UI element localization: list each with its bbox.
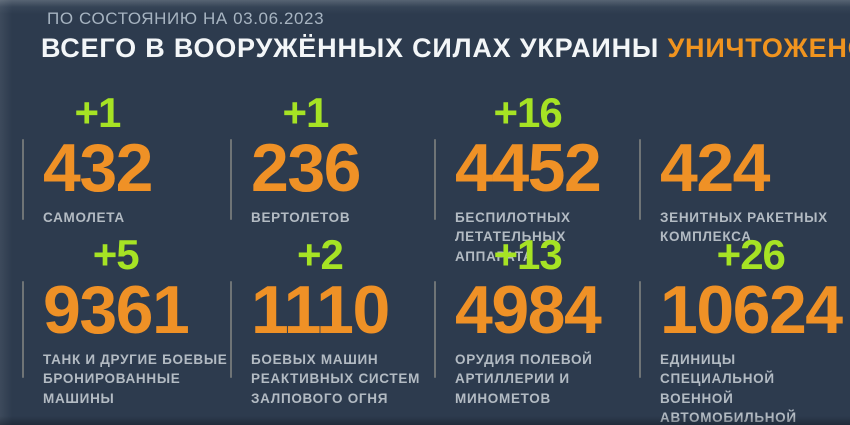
stat-label: БЕСПИЛОТНЫХ ЛЕТАТЕЛЬНЫХ АППАРАТА — [455, 209, 571, 264]
stats-grid: +1 432 САМОЛЕТА +1 236 ВЕРТОЛЕТОВ +16 44… — [22, 89, 850, 425]
divider-line — [22, 139, 24, 220]
stat-delta: +2 — [296, 231, 344, 278]
stat-label: САМОЛЕТА — [43, 209, 125, 225]
stat-card-mlrs: +2 1110 БОЕВЫХ МАШИН РЕАКТИВНЫХ СИСТЕМ З… — [230, 231, 434, 406]
stat-value: 432 — [43, 130, 153, 206]
stat-delta: +1 — [74, 89, 122, 136]
stat-value: 424 — [660, 130, 770, 206]
stat-value: 4452 — [455, 130, 602, 206]
page-title-highlight: УНИЧТОЖЕНО: — [667, 33, 850, 63]
stat-card-artillery: +13 4984 ОРУДИЯ ПОЛЕВОЙ АРТИЛЛЕРИИ И МИН… — [434, 231, 639, 406]
stat-label: ОРУДИЯ ПОЛЕВОЙ АРТИЛЛЕРИИ И МИНОМЕТОВ — [455, 351, 593, 406]
stat-delta: +1 — [282, 89, 330, 136]
stat-card-sam-systems: 424 ЗЕНИТНЫХ РАКЕТНЫХ КОМПЛЕКСА — [639, 92, 850, 244]
stat-value: 10624 — [660, 272, 843, 348]
divider-line — [434, 281, 436, 378]
date-line: ПО СОСТОЯНИЮ НА 03.06.2023 — [47, 9, 325, 28]
divider-line — [434, 139, 436, 220]
stat-value: 9361 — [43, 272, 190, 348]
divider-line — [639, 139, 641, 220]
stat-value: 236 — [251, 130, 361, 206]
stat-delta: +5 — [92, 231, 140, 278]
stat-label: ВЕРТОЛЕТОВ — [251, 209, 351, 225]
stat-delta: +26 — [716, 231, 786, 278]
stat-label: ЗЕНИТНЫХ РАКЕТНЫХ КОМПЛЕКСА — [660, 209, 828, 245]
stat-card-aircraft: +1 432 САМОЛЕТА — [22, 92, 230, 234]
stat-delta: +13 — [493, 231, 563, 278]
stat-card-military-vehicles: +26 10624 ЕДИНИЦЫ СПЕЦИАЛЬНОЙ ВОЕННОЙ АВ… — [639, 231, 850, 425]
stat-card-uav: +16 4452 БЕСПИЛОТНЫХ ЛЕТАТЕЛЬНЫХ АППАРАТ… — [434, 89, 639, 264]
stat-card-helicopters: +1 236 ВЕРТОЛЕТОВ — [230, 92, 434, 234]
divider-line — [230, 281, 232, 378]
divider-line — [639, 281, 641, 378]
stat-value: 4984 — [455, 272, 602, 348]
divider-line — [230, 139, 232, 220]
stat-delta: +16 — [493, 89, 563, 136]
page-title: ВСЕГО В ВООРУЖЁННЫХ СИЛАХ УКРАИНЫ УНИЧТО… — [41, 33, 850, 64]
stat-card-tanks: +5 9361 ТАНК И ДРУГИЕ БОЕВЫЕ БРОНИРОВАНН… — [22, 231, 230, 406]
stat-label: БОЕВЫХ МАШИН РЕАКТИВНЫХ СИСТЕМ ЗАЛПОВОГО… — [251, 351, 421, 406]
page-title-main: ВСЕГО В ВООРУЖЁННЫХ СИЛАХ УКРАИНЫ — [41, 33, 660, 63]
stat-label: ТАНК И ДРУГИЕ БОЕВЫЕ БРОНИРОВАННЫЕ МАШИН… — [43, 351, 228, 406]
stat-label: ЕДИНИЦЫ СПЕЦИАЛЬНОЙ ВОЕННОЙ АВТОМОБИЛЬНО… — [660, 351, 797, 425]
stat-value: 1110 — [251, 272, 390, 348]
divider-line — [22, 281, 24, 378]
